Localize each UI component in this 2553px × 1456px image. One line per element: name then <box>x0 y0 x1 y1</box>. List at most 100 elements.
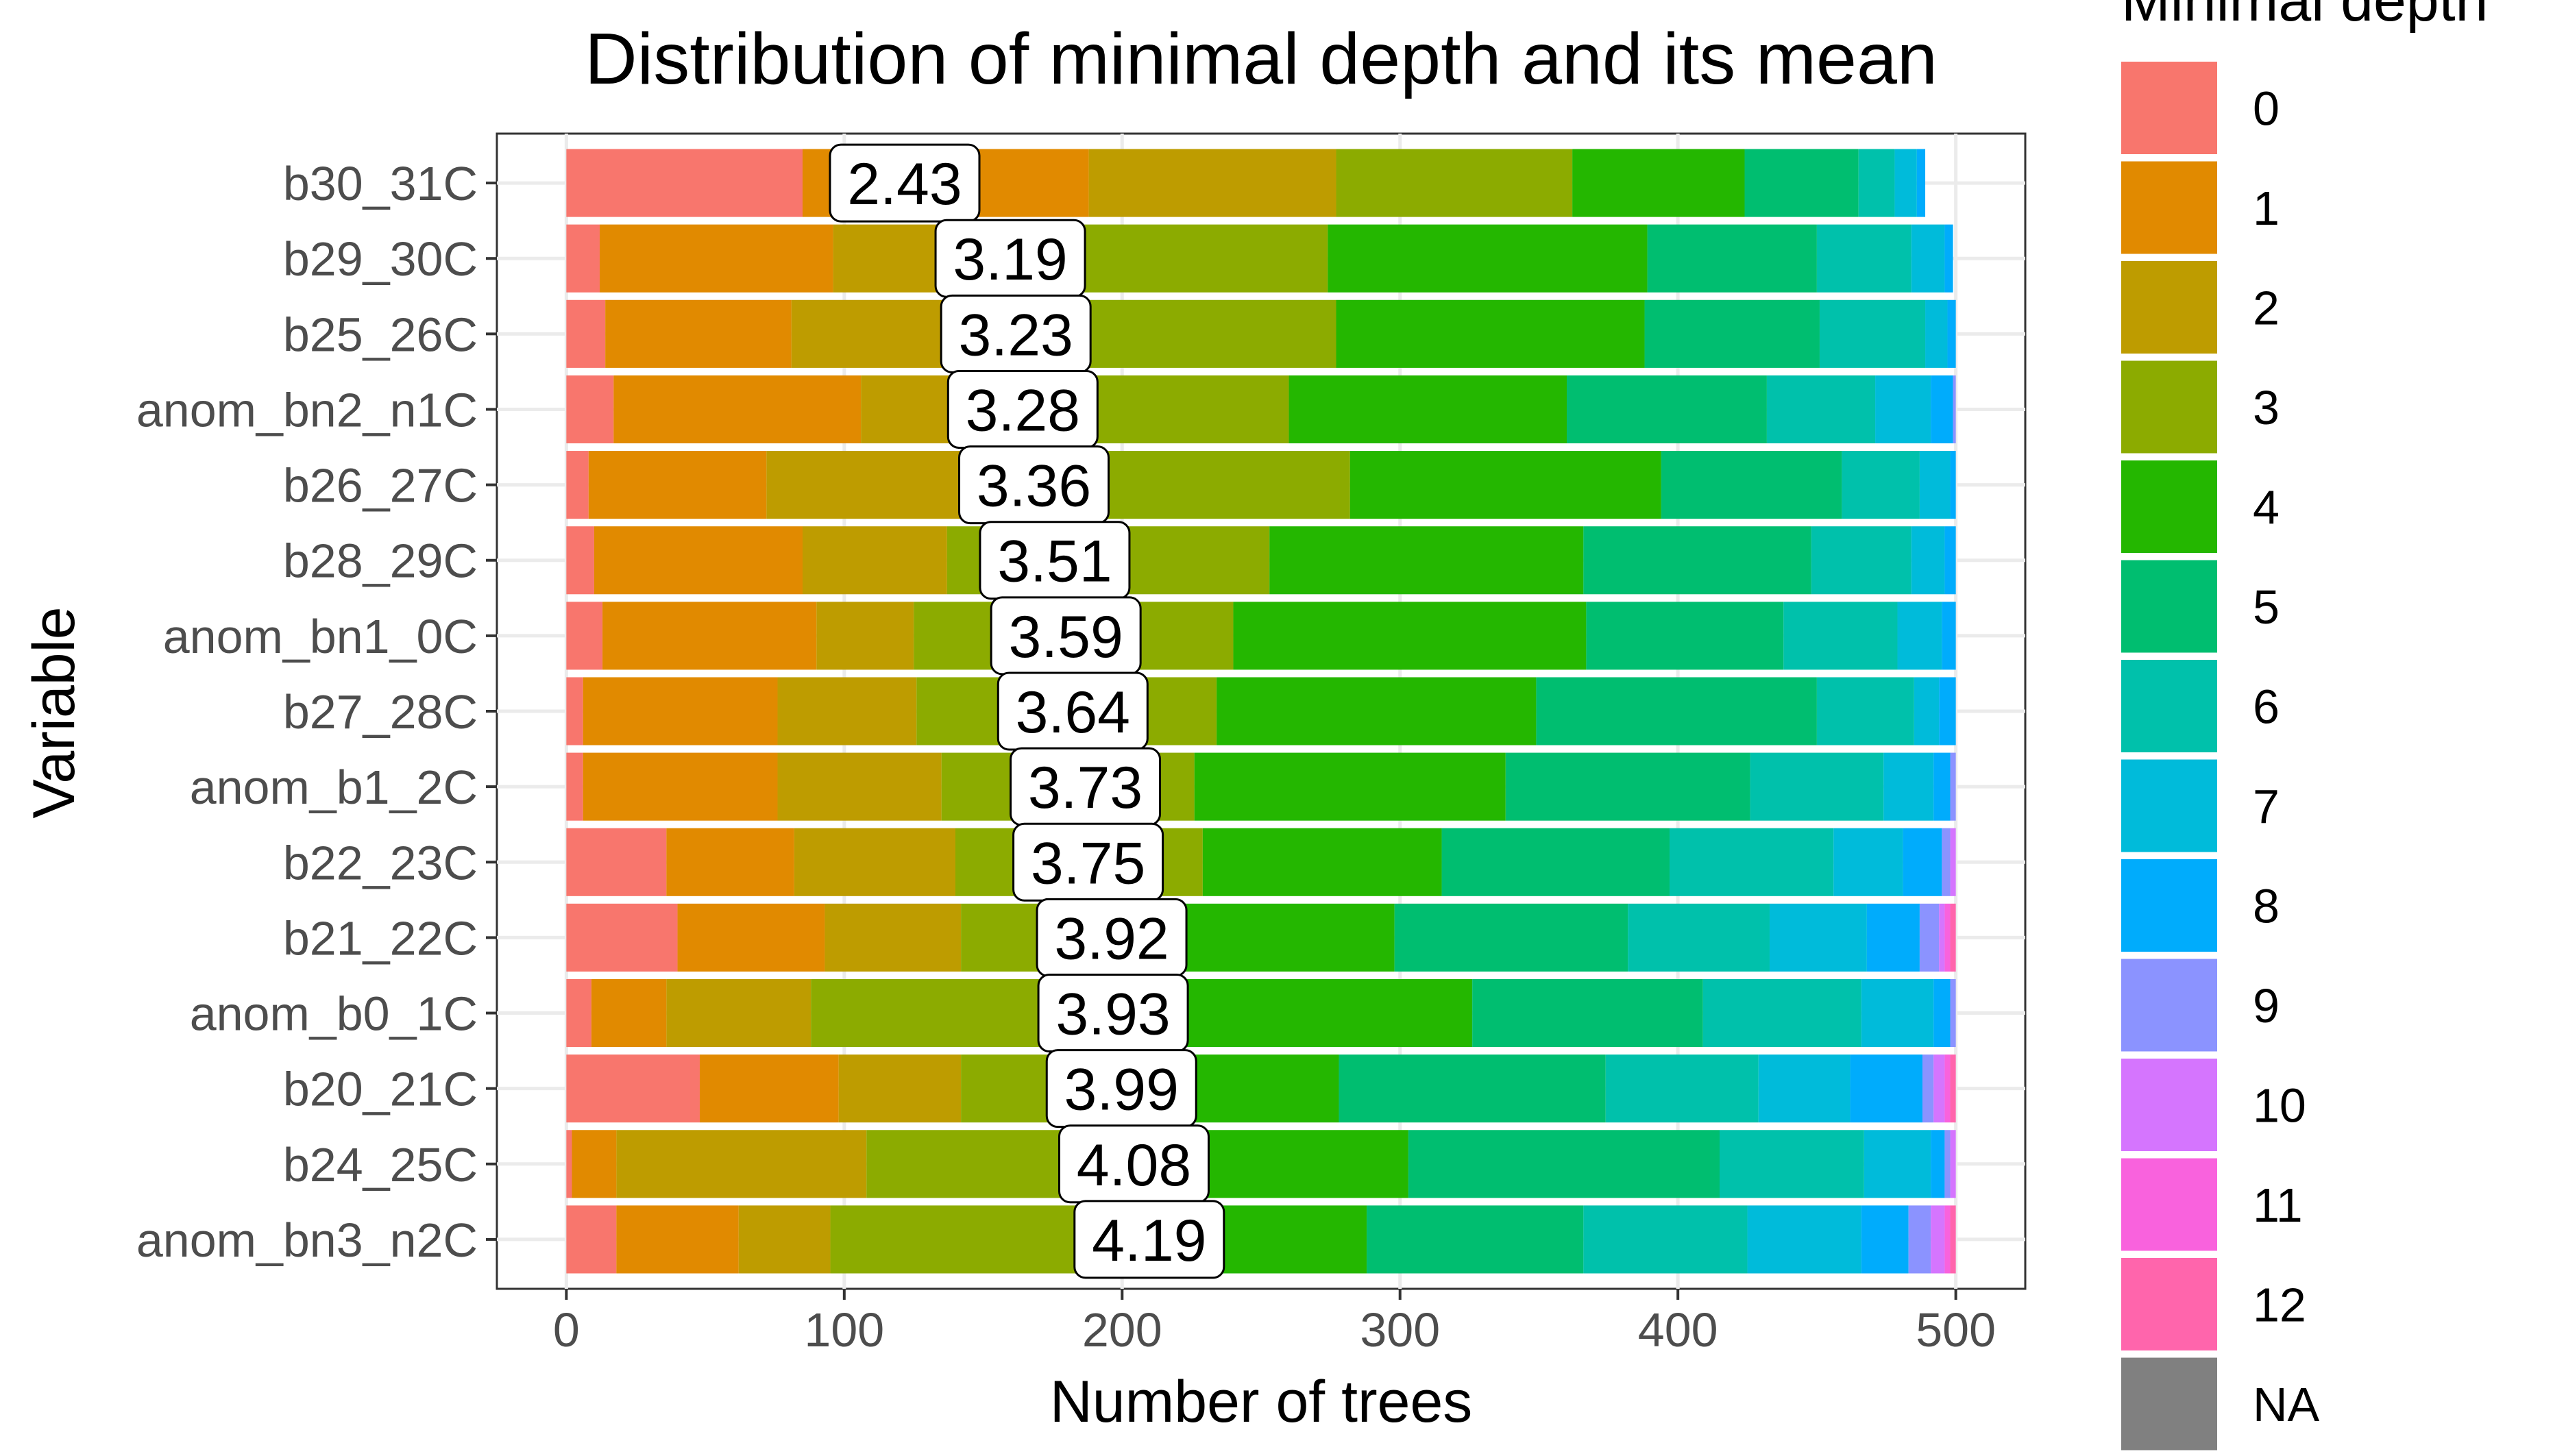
mean-label-text: 4.19 <box>1092 1208 1206 1274</box>
bar-segment-anom_bn1_0C-depth-2 <box>816 602 914 670</box>
bar-segment-anom_b1_2C-depth-1 <box>583 752 778 821</box>
bar-segment-anom_bn2_n1C-depth-8 <box>1931 375 1953 444</box>
legend-item-1: 1 <box>2121 161 2280 254</box>
bar-segment-b29_30C-depth-8 <box>1944 224 1953 293</box>
bar-segment-b26_27C-depth-1 <box>588 451 767 519</box>
legend-item-6: 6 <box>2121 660 2280 752</box>
bar-segment-b29_30C-depth-3 <box>1052 224 1328 293</box>
bar-segment-anom_b0_1C-depth-0 <box>566 978 591 1048</box>
bar-segment-b28_29C-depth-0 <box>566 526 594 595</box>
legend-label: 6 <box>2253 680 2280 734</box>
legend-label: 11 <box>2253 1179 2303 1232</box>
bar-segment-anom_b0_1C-depth-2 <box>666 978 811 1048</box>
bar-segment-anom_bn3_n2C-depth-0 <box>566 1205 617 1274</box>
legend-swatch <box>2121 1059 2217 1151</box>
legend-swatch <box>2121 660 2217 752</box>
bar-segment-anom_b1_2C-depth-4 <box>1194 752 1506 821</box>
bar-segment-b26_27C-depth-7 <box>1919 451 1951 519</box>
bar-segment-b22_23C-depth-1 <box>666 828 794 896</box>
bar-segment-b20_21C-depth-10 <box>1933 1054 1945 1123</box>
legend-swatch <box>2121 1258 2217 1350</box>
bar-segment-b24_25C-depth-2 <box>616 1130 867 1198</box>
mean-label-b20_21C: 3.99 <box>1045 1049 1197 1128</box>
bar-segment-b28_29C-depth-2 <box>803 526 947 595</box>
bar-segment-b21_22C-depth-1 <box>677 903 825 972</box>
bar-segment-anom_b1_2C-depth-5 <box>1505 752 1750 821</box>
bar-segment-anom_bn3_n2C-depth-11 <box>1944 1205 1951 1274</box>
bar-segment-b20_21C-depth-1 <box>699 1054 839 1123</box>
legend-item-10: 10 <box>2121 1059 2306 1151</box>
legend-label: 8 <box>2253 880 2280 933</box>
legend-swatch <box>2121 161 2217 254</box>
bar-segment-b29_30C-depth-0 <box>566 224 600 293</box>
bar-row-b30_31C <box>566 149 1926 217</box>
bar-segment-anom_b0_1C-depth-8 <box>1933 978 1951 1048</box>
legend-item-NA: NA <box>2121 1357 2320 1451</box>
legend-item-7: 7 <box>2121 759 2280 852</box>
legend-swatch <box>2121 62 2217 154</box>
legend-item-4: 4 <box>2121 460 2280 553</box>
y-axis: b30_31C b29_30C b25_26C anom_bn2_n1C b26_27C… <box>136 157 497 1267</box>
bar-segment-b30_31C-depth-8 <box>1916 149 1926 217</box>
bar-segment-b21_22C-depth-4 <box>1172 903 1395 972</box>
legend-item-0: 0 <box>2121 62 2280 154</box>
bar-segment-b25_26C-depth-0 <box>566 299 606 368</box>
mean-label-b22_23C: 3.75 <box>1012 822 1164 902</box>
bar-segment-b29_30C-depth-4 <box>1328 224 1648 293</box>
bar-segment-b28_29C-depth-5 <box>1583 526 1811 595</box>
bar-segment-b26_27C-depth-2 <box>766 451 981 519</box>
mean-label-text: 3.73 <box>1028 755 1143 821</box>
bar-row-anom_bn2_n1C <box>566 375 1956 444</box>
y-tick-label: b21_22C <box>283 911 478 965</box>
mean-label-box <box>829 143 981 223</box>
mean-label-text: 3.93 <box>1055 982 1170 1048</box>
bar-segment-b20_21C-depth-11 <box>1944 1054 1951 1123</box>
legend-label: 3 <box>2253 381 2280 434</box>
legend-swatch <box>2121 859 2217 952</box>
y-tick-label: anom_bn2_n1C <box>136 383 478 436</box>
bar-segment-b21_22C-depth-0 <box>566 903 678 972</box>
bar-segment-anom_b1_2C-depth-2 <box>777 752 942 821</box>
legend-swatch <box>2121 1357 2217 1451</box>
y-tick-label: b30_31C <box>283 157 478 210</box>
bar-segment-anom_bn3_n2C-depth-9 <box>1908 1205 1931 1274</box>
stacked-bars <box>566 149 1956 1274</box>
x-tick-label: 0 <box>553 1303 580 1357</box>
mean-label-box <box>1073 1200 1225 1279</box>
legend-item-12: 12 <box>2121 1258 2306 1350</box>
mean-label-text: 3.59 <box>1008 604 1123 670</box>
bar-segment-b30_31C-depth-5 <box>1744 149 1859 217</box>
mean-label-text: 3.99 <box>1064 1057 1179 1123</box>
legend-swatch <box>2121 1158 2217 1251</box>
mean-label-text: 4.08 <box>1077 1133 1191 1198</box>
mean-label-anom_b0_1C: 3.93 <box>1037 974 1189 1053</box>
bar-segment-b22_23C-depth-10 <box>1950 828 1956 896</box>
bar-segment-anom_bn1_0C-depth-5 <box>1586 602 1784 670</box>
legend-swatch <box>2121 360 2217 454</box>
legend-item-8: 8 <box>2121 859 2280 952</box>
bar-segment-anom_b0_1C-depth-5 <box>1472 978 1703 1048</box>
legend-label: 9 <box>2253 979 2280 1033</box>
bar-row-anom_bn1_0C <box>566 602 1956 670</box>
legend-swatch <box>2121 560 2217 653</box>
legend-label: 10 <box>2253 1079 2306 1133</box>
y-tick-label: anom_b1_2C <box>190 761 478 814</box>
mean-label-text: 2.43 <box>847 151 962 217</box>
x-tick-label: 100 <box>804 1303 884 1357</box>
bar-segment-b27_28C-depth-7 <box>1914 677 1940 745</box>
bar-segment-b24_25C-depth-5 <box>1408 1130 1720 1198</box>
bar-segment-b30_31C-depth-6 <box>1858 149 1895 217</box>
bar-segment-b22_23C-depth-7 <box>1833 828 1903 896</box>
bar-segment-b27_28C-depth-0 <box>566 677 583 745</box>
bar-segment-b29_30C-depth-6 <box>1816 224 1911 293</box>
bar-segment-b28_29C-depth-4 <box>1269 526 1584 595</box>
bar-segment-b26_27C-depth-8 <box>1950 451 1956 519</box>
y-axis-title: Variable <box>21 606 87 818</box>
bar-segment-b21_22C-depth-8 <box>1866 903 1920 972</box>
bar-segment-b22_23C-depth-6 <box>1670 828 1834 896</box>
bar-segment-anom_bn3_n2C-depth-2 <box>738 1205 831 1274</box>
bar-segment-b25_26C-depth-5 <box>1644 299 1820 368</box>
bar-segment-b24_25C-depth-1 <box>572 1130 617 1198</box>
bar-segment-b25_26C-depth-7 <box>1925 299 1948 368</box>
mean-label-anom_bn2_n1C: 3.28 <box>946 369 1099 449</box>
